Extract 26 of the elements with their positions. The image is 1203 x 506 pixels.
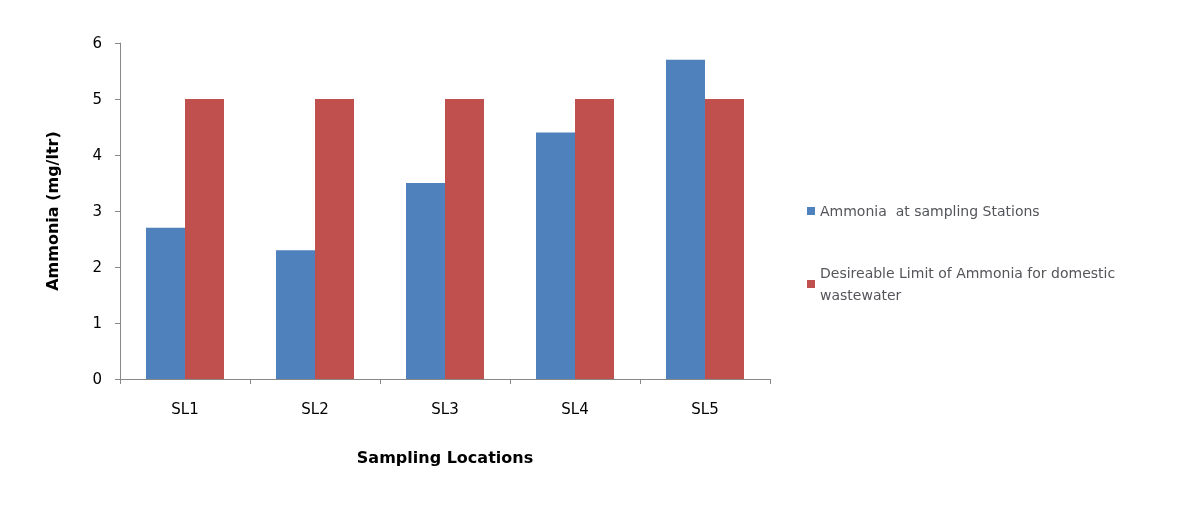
y-tick-label: 4 [92, 146, 102, 164]
y-tick-label: 6 [92, 34, 102, 52]
bar [315, 99, 354, 379]
bar [445, 99, 484, 379]
legend-label: Ammonia at sampling Stations [820, 203, 1040, 219]
y-tick-label: 1 [92, 314, 102, 332]
bar [406, 183, 445, 379]
y-tick-label: 2 [92, 258, 102, 276]
bar [185, 99, 224, 379]
x-tick-label: SL4 [561, 399, 589, 418]
x-tick-label: SL3 [431, 399, 459, 418]
y-tick-label: 0 [92, 370, 102, 388]
y-tick-label: 3 [92, 202, 102, 220]
bar [536, 132, 575, 379]
legend-label: Desireable Limit of Ammonia for domestic wastewater [820, 265, 1120, 303]
y-tick-label: 5 [92, 90, 102, 108]
bar [575, 99, 614, 379]
bar [666, 59, 705, 379]
bar [276, 250, 315, 379]
bar [705, 99, 744, 379]
x-tick-label: SL1 [171, 399, 199, 418]
y-axis-title: Ammonia (mg/ltr) [42, 131, 62, 291]
x-tick-label: SL5 [691, 399, 719, 418]
bar [146, 227, 185, 379]
x-tick-label: SL2 [301, 399, 329, 418]
x-axis-title: Sampling Locations [356, 447, 534, 467]
